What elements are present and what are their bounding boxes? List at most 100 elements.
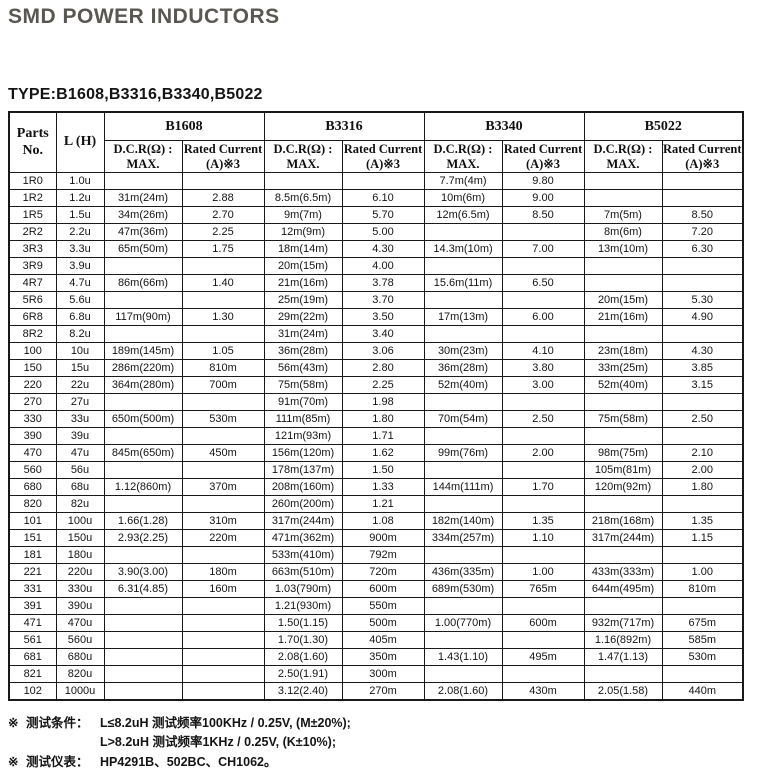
value-cell	[181, 257, 265, 275]
value-cell: 3.00	[501, 376, 585, 394]
value-cell	[423, 631, 503, 649]
rated-line1: Rated Current	[662, 141, 742, 156]
dcr-line1: D.C.R(Ω) :	[593, 141, 653, 156]
value-cell: 8.50	[501, 206, 585, 224]
value-cell: 70m(54m)	[423, 410, 503, 428]
table-row: 6R8 6.8u 117m(90m) 1.30 29m(22m) 3.50 17m(13m)…	[8, 308, 744, 326]
value-cell	[583, 597, 663, 615]
value-cell: 433m(333m)	[583, 563, 663, 581]
value-cell: 300m	[341, 665, 425, 683]
table-row: 330 33u 650m(500m) 530m 111m(85m) 1.80 70m(54m…	[8, 410, 744, 428]
inductance-cell: 1.0u	[55, 172, 105, 190]
value-cell: 6.00	[501, 308, 585, 326]
value-cell: 4.00	[341, 257, 425, 275]
value-cell	[103, 461, 183, 479]
part-no-cell: 390	[8, 427, 57, 445]
value-cell: 5.70	[341, 206, 425, 224]
value-cell	[423, 223, 503, 241]
part-no-cell: 1R2	[8, 189, 57, 207]
inductance-cell: 8.2u	[55, 325, 105, 343]
value-cell: 9.00	[501, 189, 585, 207]
note-line: L>8.2uH 测试频率1KHz / 0.25V, (K±10%);	[8, 733, 752, 752]
part-no-cell: 102	[8, 682, 57, 701]
table-row: 181 180u 533m(410m) 792m	[8, 546, 744, 564]
value-cell: 15.6m(11m)	[423, 274, 503, 292]
inductance-cell: 180u	[55, 546, 105, 564]
value-cell: 8m(6m)	[583, 223, 663, 241]
value-cell: 21m(16m)	[263, 274, 343, 292]
value-cell: 7m(5m)	[583, 206, 663, 224]
value-cell: 286m(220m)	[103, 359, 183, 377]
table-row: 561 560u 1.70(1.30) 405m 1.16(892m) 585m	[8, 631, 744, 649]
value-cell: 530m	[661, 648, 744, 666]
inductance-cell: 27u	[55, 393, 105, 411]
value-cell: 1.00(770m)	[423, 614, 503, 632]
note-label: 测试条件：	[26, 716, 89, 730]
value-cell: 178m(137m)	[263, 461, 343, 479]
table-row: 100 10u 189m(145m) 1.05 36m(28m) 3.06 30m(23m)…	[8, 342, 744, 360]
table-row: 680 68u 1.12(860m) 370m 208m(160m) 1.33 144m(1…	[8, 478, 744, 496]
value-cell: 533m(410m)	[263, 546, 343, 564]
value-cell: 2.88	[181, 189, 265, 207]
value-cell	[103, 257, 183, 275]
value-cell: 792m	[341, 546, 425, 564]
table-row: 820 82u 260m(200m) 1.21	[8, 495, 744, 513]
value-cell: 550m	[341, 597, 425, 615]
value-cell: 12m(6.5m)	[423, 206, 503, 224]
value-cell: 3.50	[341, 308, 425, 326]
inductance-cell: 2.2u	[55, 223, 105, 241]
dcr-line1: D.C.R(Ω) :	[113, 141, 173, 156]
value-cell	[423, 546, 503, 564]
value-cell: 1.05	[181, 342, 265, 360]
value-cell	[181, 427, 265, 445]
value-cell: 1.70(1.30)	[263, 631, 343, 649]
group-header-row: Parts No. L (H) B1608 B3316 B3340 B5022	[8, 111, 744, 173]
table-row: 150 15u 286m(220m) 810m 56m(43m) 2.80 36m(28m)…	[8, 359, 744, 377]
value-cell: 3.80	[501, 359, 585, 377]
table-row: 220 22u 364m(280m) 700m 75m(58m) 2.25 52m(40m)…	[8, 376, 744, 394]
value-cell: 4.10	[501, 342, 585, 360]
value-cell: 364m(280m)	[103, 376, 183, 394]
value-cell: 317m(244m)	[583, 529, 663, 547]
value-cell	[583, 257, 663, 275]
page-title: SMD POWER INDUCTORS	[8, 5, 280, 28]
note-text: L≤8.2uH 测试频率100KHz / 0.25V, (M±20%);	[100, 716, 351, 730]
reference-mark: ※	[8, 716, 19, 730]
value-cell: 600m	[341, 580, 425, 598]
value-cell: 370m	[181, 478, 265, 496]
part-no-cell: 3R9	[8, 257, 57, 275]
table-row: 471 470u 1.50(1.15) 500m 1.00(770m) 600m 932m(…	[8, 614, 744, 632]
value-cell: 2.80	[341, 359, 425, 377]
value-cell	[501, 223, 585, 241]
table-row: 821 820u 2.50(1.91) 300m	[8, 665, 744, 683]
inductance-cell: 4.7u	[55, 274, 105, 292]
value-cell: 2.00	[661, 461, 744, 479]
value-cell	[103, 325, 183, 343]
table-row: 4R7 4.7u 86m(66m) 1.40 21m(16m) 3.78 15.6m(11m…	[8, 274, 744, 292]
inductance-cell: 1.5u	[55, 206, 105, 224]
value-cell	[661, 597, 744, 615]
value-cell: 160m	[181, 580, 265, 598]
part-no-cell: 680	[8, 478, 57, 496]
part-no-cell: 1R5	[8, 206, 57, 224]
value-cell: 111m(85m)	[263, 410, 343, 428]
value-cell: 700m	[181, 376, 265, 394]
value-cell	[501, 325, 585, 343]
value-cell: 34m(26m)	[103, 206, 183, 224]
value-cell: 56m(43m)	[263, 359, 343, 377]
reference-mark: ※	[8, 754, 19, 769]
value-cell	[181, 648, 265, 666]
value-cell	[103, 291, 183, 309]
value-cell: 689m(530m)	[423, 580, 503, 598]
value-cell	[103, 427, 183, 445]
value-cell: 13m(10m)	[583, 240, 663, 258]
value-cell: 31m(24m)	[263, 325, 343, 343]
value-cell: 2.05(1.58)	[583, 682, 663, 701]
rated-line1: Rated Current	[503, 141, 583, 156]
value-cell: 845m(650m)	[103, 444, 183, 462]
value-cell: 4.30	[341, 240, 425, 258]
inductance-cell: 82u	[55, 495, 105, 513]
inductance-cell: 820u	[55, 665, 105, 683]
value-cell: 663m(510m)	[263, 563, 343, 581]
